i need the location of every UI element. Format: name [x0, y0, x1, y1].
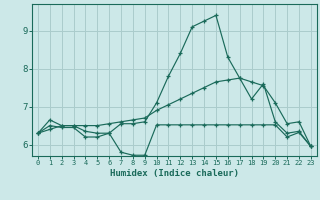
X-axis label: Humidex (Indice chaleur): Humidex (Indice chaleur) — [110, 169, 239, 178]
